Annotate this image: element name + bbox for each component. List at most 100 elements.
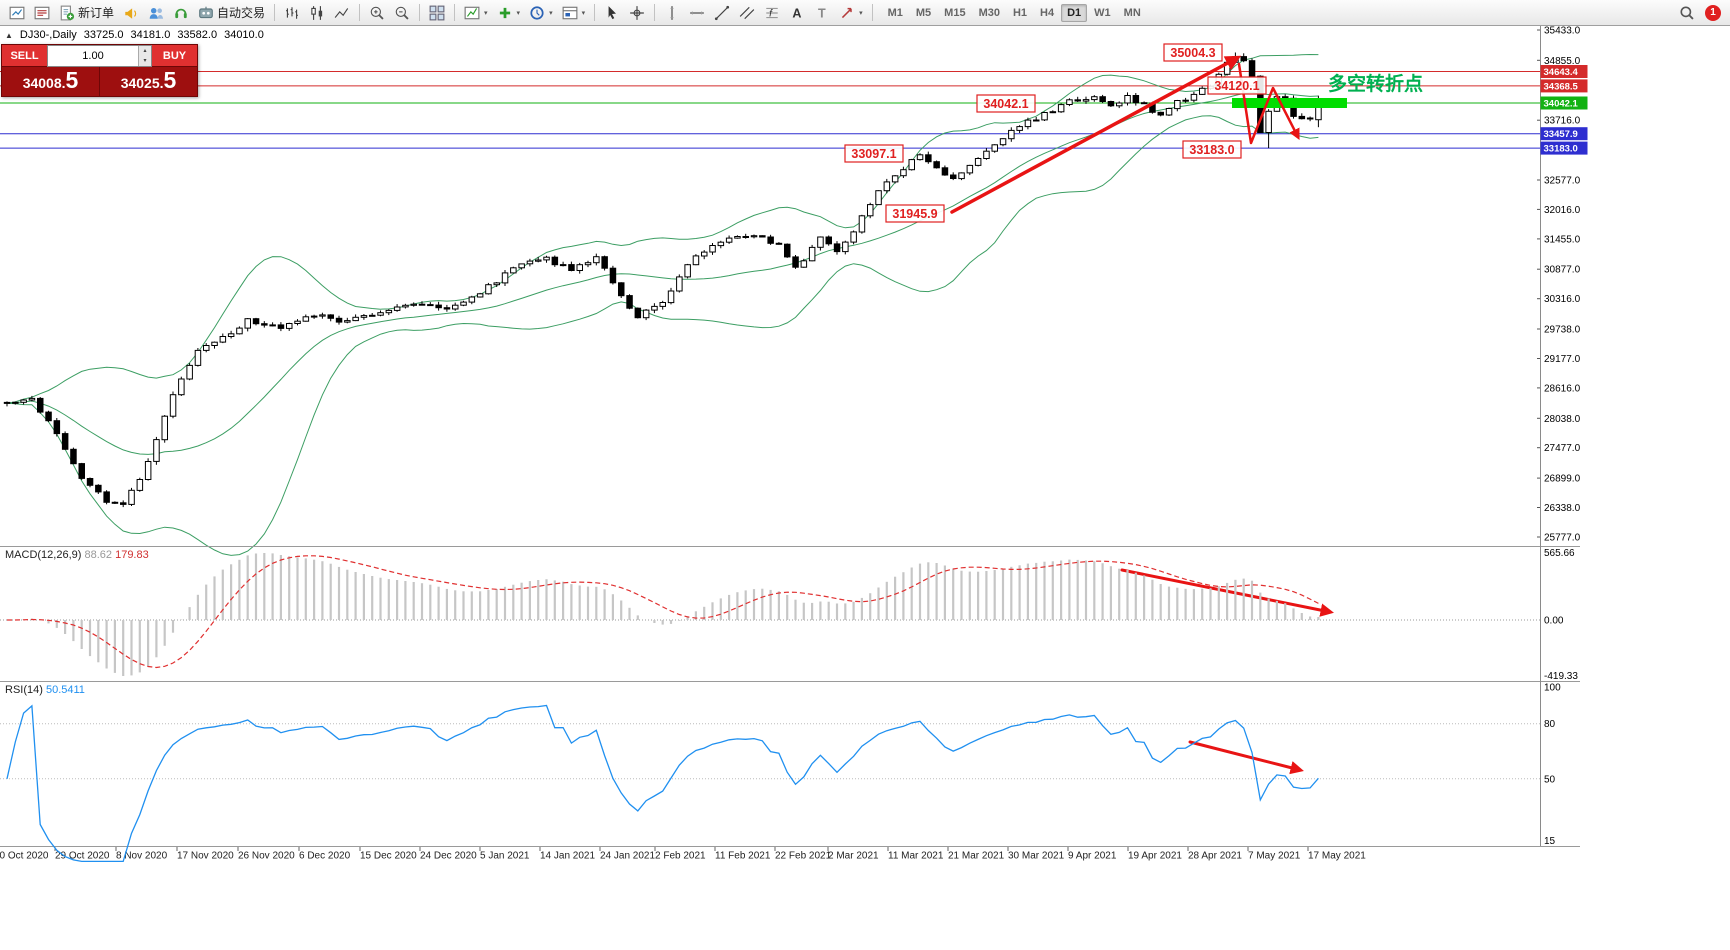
symbol-timeframe-label: DJ30-,Daily (19, 29, 77, 41)
autotrade-button-label: 自动交易 (217, 6, 266, 20)
price-level-label (1540, 96, 1588, 110)
chart-window-button[interactable] (5, 2, 29, 24)
svg-text:A: A (793, 6, 802, 20)
support-button[interactable] (169, 2, 193, 24)
svg-text:29 Oct 2020: 29 Oct 2020 (55, 851, 110, 862)
buy-button[interactable]: BUY (152, 45, 197, 67)
volume-field[interactable]: 1.00 ▴ ▾ (47, 45, 152, 67)
horn-icon (123, 5, 139, 21)
zoom-in-button[interactable] (365, 2, 389, 24)
svg-text:7 May 2021: 7 May 2021 (1248, 851, 1301, 862)
svg-text:25777.0: 25777.0 (1544, 533, 1581, 544)
zoom-out-button[interactable] (390, 2, 414, 24)
timeframe-h1-button[interactable]: H1 (1012, 6, 1028, 19)
channel-icon (739, 5, 755, 21)
bars-icon (284, 5, 300, 21)
dropdown-arrow-icon[interactable]: ▾ (549, 9, 553, 17)
volume-value[interactable]: 1.00 (82, 50, 104, 62)
horizontal-line-button[interactable] (685, 2, 709, 24)
add-indicator-button[interactable]: ▾ (493, 2, 525, 24)
trend-arrow (950, 55, 1242, 214)
new-order-button-label: 新订单 (78, 6, 115, 20)
dropdown-arrow-icon[interactable]: ▾ (581, 9, 586, 17)
indicators-button[interactable]: ▾ (460, 2, 492, 24)
timeframe-h4-button[interactable]: H4 (1040, 6, 1055, 19)
fibo-icon: f (764, 5, 780, 21)
new-order-button[interactable]: 新订单 (55, 2, 118, 24)
price-annotation-text: 33097.1 (851, 147, 896, 161)
price-axis[interactable]: 35433.0 34855.0 33716.0 32577.0 32016.0 31455… (1537, 26, 1588, 544)
low-value: 33582.0 (177, 29, 218, 41)
tile-icon (429, 5, 445, 21)
trend-arrow (1188, 740, 1304, 775)
timeframe-d1-button[interactable]: D1 (1061, 3, 1088, 22)
autotrade-button[interactable]: 自动交易 (194, 2, 269, 24)
svg-text:11 Mar 2021: 11 Mar 2021 (888, 851, 944, 862)
timeframe-m5-button[interactable]: M5 (915, 6, 932, 19)
alerts-horn-button[interactable] (119, 2, 143, 24)
svg-text:21 Mar 2021: 21 Mar 2021 (948, 851, 1005, 862)
periods-button[interactable]: ▾ (525, 2, 557, 24)
price-annotation-box (1182, 140, 1242, 159)
shapes-button[interactable]: ▾ (835, 2, 867, 24)
rsi-name: RSI(14) (5, 684, 43, 696)
svg-text:80: 80 (1544, 719, 1556, 730)
notification-badge[interactable]: 1 (1705, 4, 1721, 21)
svg-text:28 Apr 2021: 28 Apr 2021 (1188, 851, 1242, 862)
volume-up-button[interactable]: ▴ (139, 46, 151, 56)
sell-price[interactable]: 34008. 5 (2, 67, 99, 96)
timeframe-m1-button[interactable]: M1 (887, 6, 903, 19)
timeframe-w1-button[interactable]: W1 (1094, 6, 1111, 19)
price-annotation-text: 33183.0 (1189, 143, 1234, 157)
vertical-line-button[interactable] (660, 2, 684, 24)
fibonacci-button[interactable]: f (760, 2, 784, 24)
collapse-arrow-icon[interactable]: ▲ (5, 30, 13, 40)
svg-text:0.00: 0.00 (1544, 616, 1564, 627)
volume-spinner: ▴ ▾ (138, 46, 151, 66)
quotes-button[interactable] (30, 2, 54, 24)
price-level-lines[interactable] (0, 71, 1540, 149)
shapes-icon (839, 5, 855, 21)
trendline-button[interactable] (710, 2, 734, 24)
sell-button[interactable]: SELL (2, 45, 47, 67)
time-axis[interactable]: 20 Oct 2020 29 Oct 2020 8 Nov 2020 17 Nov 2… (0, 847, 1366, 862)
channel-button[interactable] (735, 2, 759, 24)
price-annotation-text: 35004.3 (1170, 46, 1215, 60)
timeframe-m15-button[interactable]: M15 (944, 6, 966, 19)
toolbar-separator (454, 4, 456, 21)
timeframe-mn-button[interactable]: MN (1123, 6, 1141, 19)
svg-text:565.66: 565.66 (1544, 548, 1575, 559)
bar-chart-button[interactable] (280, 2, 304, 24)
dropdown-arrow-icon[interactable]: ▾ (859, 9, 863, 17)
candle-chart-button[interactable] (305, 2, 329, 24)
new-order-icon (59, 5, 75, 21)
line-chart-button[interactable] (330, 2, 354, 24)
text-icon: A (789, 5, 805, 21)
templates-button[interactable]: ▾ (558, 2, 590, 24)
buy-price[interactable]: 34025. 5 (99, 67, 197, 96)
trend-arrow (1237, 62, 1300, 145)
macd-label: MACD(12,26,9) 88.62 179.83 (5, 549, 149, 561)
dropdown-arrow-icon[interactable]: ▾ (516, 9, 521, 17)
macd-name: MACD(12,26,9) (5, 549, 82, 561)
community-button[interactable] (144, 2, 168, 24)
support-icon (173, 5, 189, 21)
svg-text:33716.0: 33716.0 (1544, 116, 1581, 127)
crosshair-button[interactable] (625, 2, 649, 24)
templates-icon (562, 5, 578, 21)
timeframe-bar: M1 M5 M15 M30 H1 H4 D1 W1 MN (882, 3, 1147, 22)
volume-down-button[interactable]: ▾ (139, 56, 151, 66)
text-button[interactable]: A (785, 2, 809, 24)
timeframe-m30-button[interactable]: M30 (978, 6, 1000, 19)
annotations[interactable]: 35004.3 34120.1 34042.1 33097.1 31945.9 33183… (844, 43, 1423, 775)
zoom-out-icon (394, 5, 410, 21)
toolbar-separator (274, 4, 276, 21)
chart-title: ▲ DJ30-,Daily 33725.0 34181.0 33582.0 34… (5, 29, 264, 41)
label-button[interactable]: T (810, 2, 834, 24)
search-icon[interactable] (1679, 5, 1695, 21)
dropdown-arrow-icon[interactable]: ▾ (484, 9, 488, 17)
tile-windows-button[interactable] (425, 2, 449, 24)
cursor-button[interactable] (600, 2, 624, 24)
svg-text:35433.0: 35433.0 (1544, 26, 1581, 37)
